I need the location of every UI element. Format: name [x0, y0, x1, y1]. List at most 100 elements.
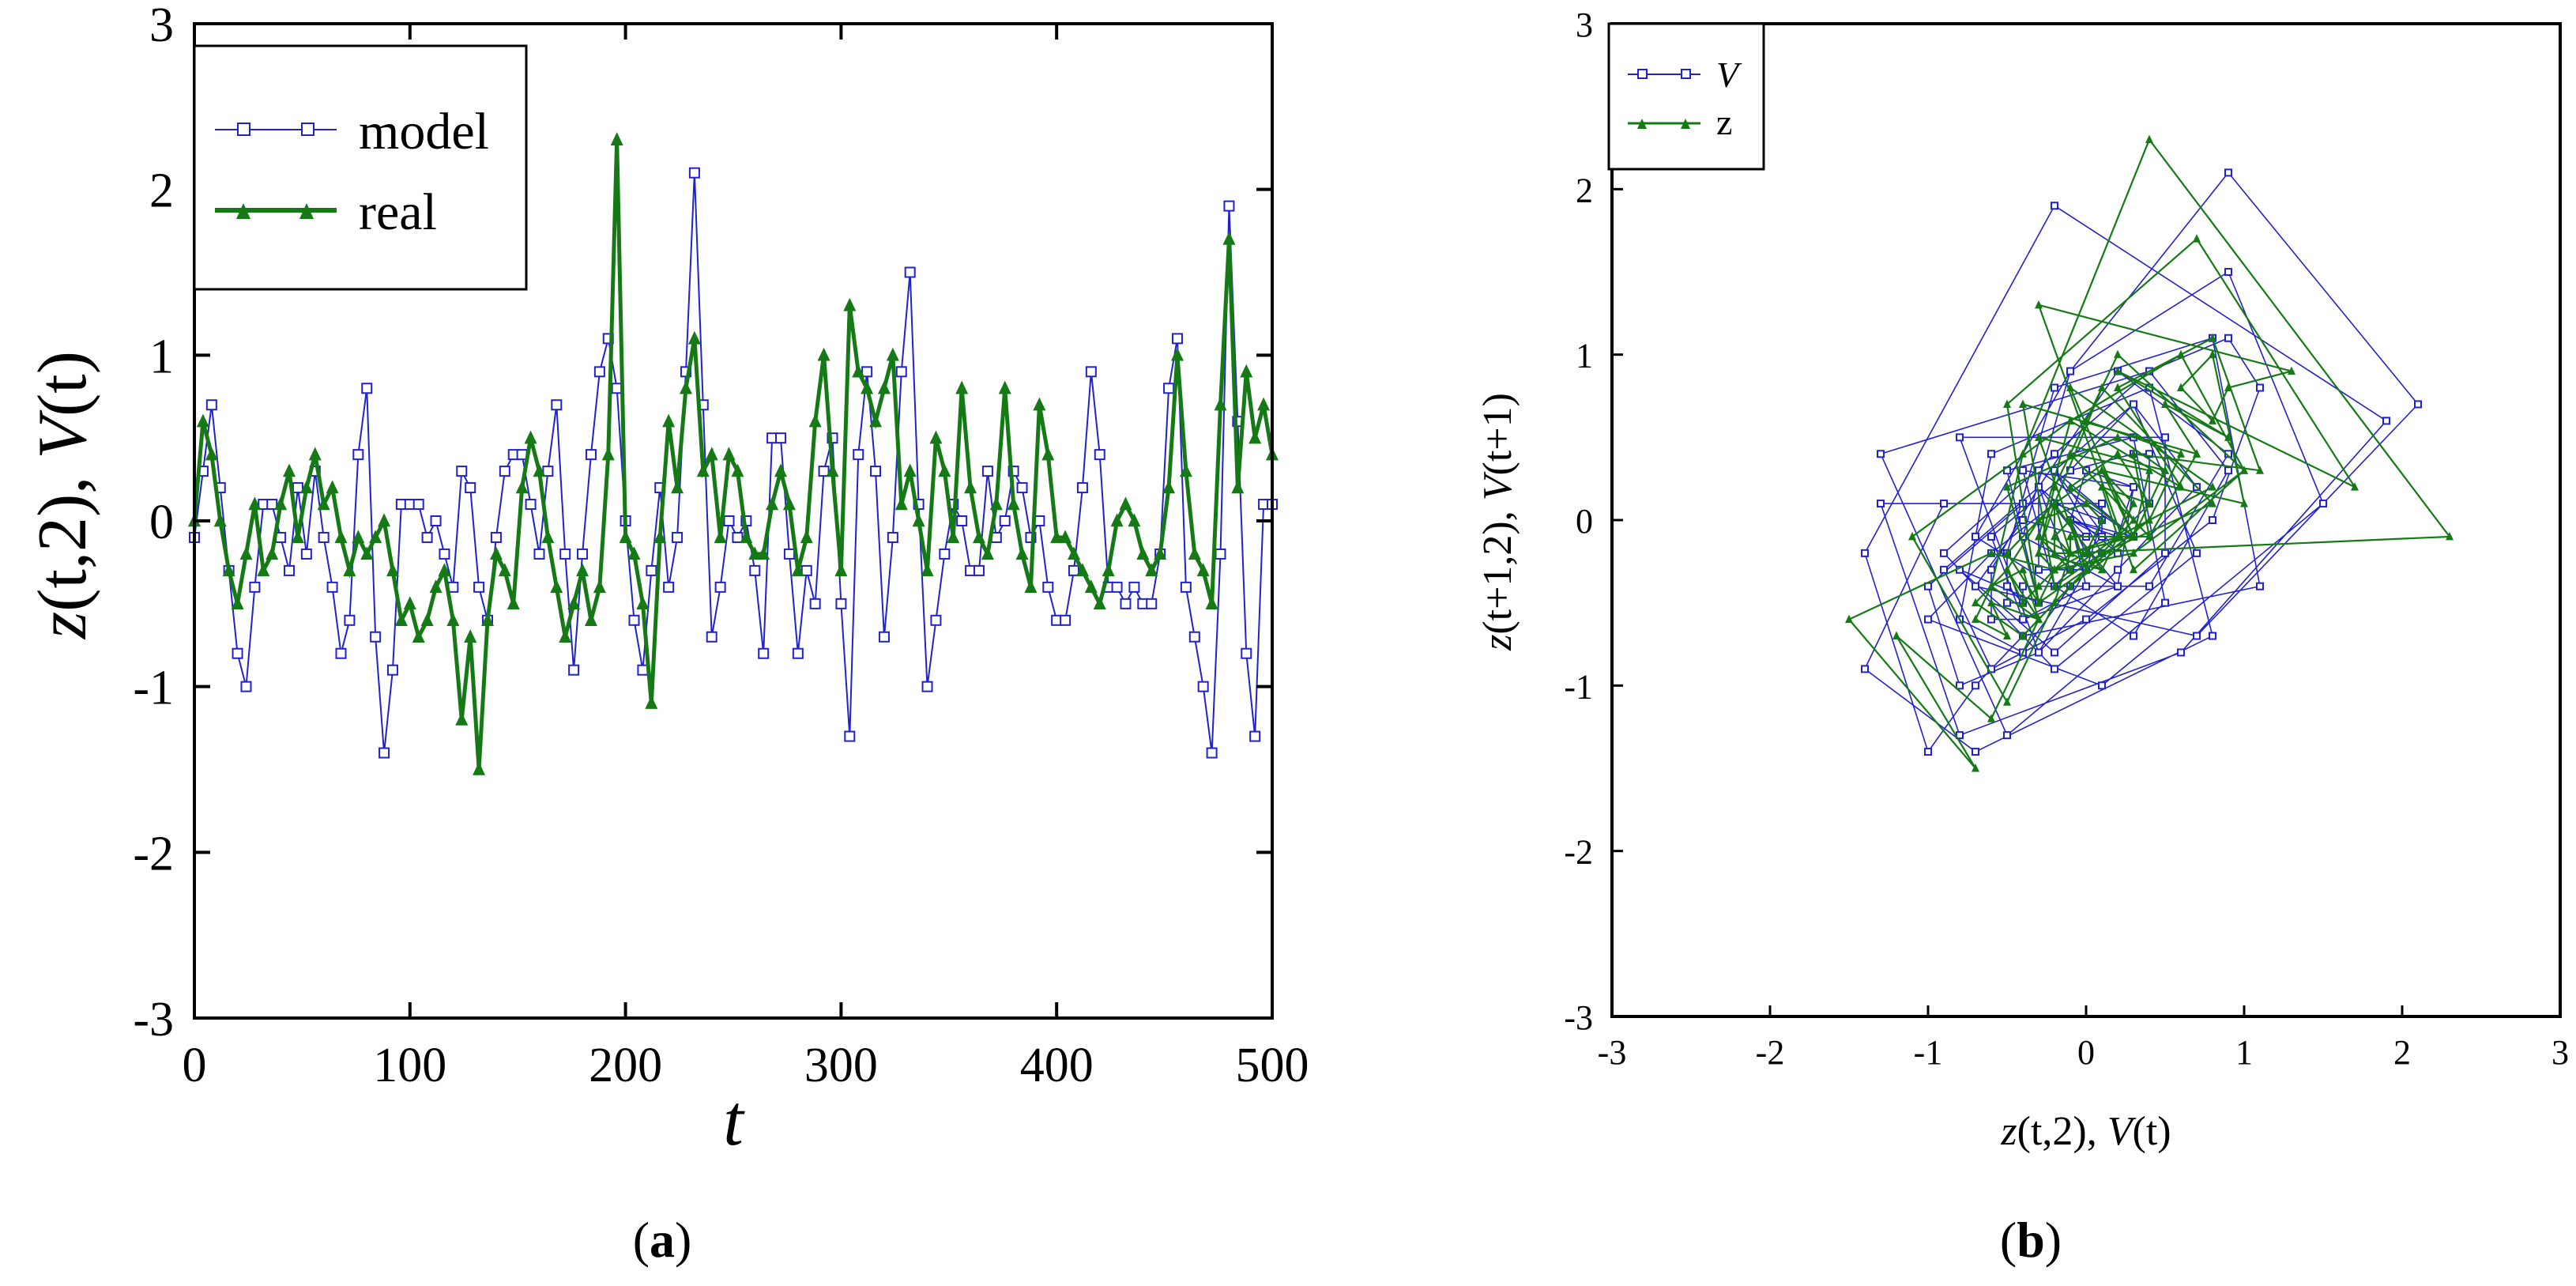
z-trajectory-point: [2098, 515, 2106, 524]
model-point: [672, 531, 684, 543]
model-point: [758, 647, 770, 659]
real-point: [671, 480, 684, 494]
z-trajectory-point: [2082, 548, 2090, 557]
model-point: [344, 614, 356, 626]
model-point: [412, 499, 424, 511]
z-trajectory-point: [2098, 383, 2106, 392]
model-point: [809, 598, 821, 609]
real-point: [1231, 480, 1245, 494]
real-point: [507, 596, 520, 610]
model-point: [249, 581, 261, 593]
z-trajectory-point: [2145, 531, 2153, 541]
y-axis-label-a: z(t,2), V(t): [24, 351, 101, 639]
V-trajectory-point: [2098, 500, 2106, 508]
caption-b: (b): [2000, 1212, 2062, 1268]
V-trajectory-point: [1940, 565, 1948, 574]
real-point: [334, 530, 348, 544]
z-trajectory-point: [2035, 614, 2043, 624]
z-trajectory-point: [2066, 548, 2074, 557]
model-point: [861, 366, 873, 378]
legend-a: model real: [193, 44, 528, 291]
real-point: [473, 761, 486, 775]
z-trajectory-point: [1987, 598, 1995, 607]
z-trajectory-point: [2003, 697, 2011, 706]
model-point: [439, 548, 450, 560]
model-point: [688, 167, 700, 179]
V-trajectory-point: [1987, 565, 1995, 574]
z-trajectory-point: [2209, 499, 2216, 507]
model-point: [1128, 581, 1140, 593]
model-point: [430, 515, 442, 526]
real-point: [524, 430, 537, 444]
z-trajectory-point: [2288, 366, 2295, 375]
model-point: [714, 581, 726, 593]
model-point: [378, 747, 390, 759]
real-point: [196, 413, 209, 428]
z-trajectory-point: [2066, 564, 2074, 574]
model-point: [533, 548, 545, 560]
real-point: [972, 530, 985, 544]
z-trajectory-point: [2098, 466, 2106, 474]
model-point: [878, 631, 890, 643]
real-point: [394, 613, 408, 626]
model-point: [585, 449, 597, 461]
caption-a: (a): [633, 1212, 692, 1268]
real-point: [429, 579, 443, 594]
real-point: [955, 380, 969, 394]
z-trajectory-point: [2130, 515, 2137, 524]
model-point: [232, 647, 243, 659]
z-trajectory-point: [2209, 482, 2216, 491]
model-point: [930, 614, 942, 626]
V-trajectory-point: [2003, 582, 2011, 590]
real-point: [1068, 546, 1081, 560]
real-point: [1033, 397, 1046, 411]
model-point: [456, 466, 468, 477]
y-tick-label: -2: [133, 827, 174, 881]
z-trajectory-point: [2145, 515, 2153, 524]
z-trajectory-point: [1987, 714, 1995, 722]
real-point: [748, 546, 762, 560]
real-point: [231, 596, 244, 610]
model-point: [1111, 581, 1123, 593]
x-tick-label: 0: [2077, 1033, 2095, 1072]
V-trajectory-point: [1924, 615, 1932, 624]
z-trajectory-point: [1908, 531, 1916, 541]
V-trajectory-point: [2161, 549, 2169, 557]
real-point: [360, 546, 374, 560]
z-trajectory-point: [2082, 564, 2090, 574]
V-trajectory-point: [2051, 648, 2058, 657]
legend-a-model-label: model: [359, 103, 489, 160]
real-point: [877, 380, 891, 394]
real-point: [481, 613, 495, 626]
ticks-b: -3 -2 -1 0 1 2 3 -3 -2 -1 0 1 2 3: [1564, 6, 2569, 1072]
x-tick-label: -3: [1598, 1033, 1627, 1072]
z-trajectory-point: [2003, 548, 2011, 557]
model-point: [300, 548, 312, 560]
real-point: [627, 546, 641, 560]
model-point: [335, 647, 347, 659]
z-trajectory-point: [2256, 466, 2264, 474]
real-point: [550, 579, 563, 594]
real-point: [378, 513, 391, 527]
model-point: [361, 383, 373, 394]
y-tick-label: 0: [1576, 502, 1593, 541]
legend-b-box: [1607, 22, 1765, 171]
real-point: [326, 480, 339, 494]
x-axis-label-a: t: [723, 1080, 745, 1160]
z-trajectory-point: [2035, 598, 2043, 607]
real-point: [1075, 563, 1089, 577]
z-trajectory-point: [2130, 564, 2137, 574]
real-point: [1059, 530, 1072, 544]
V-trajectory-point: [1861, 665, 1869, 673]
z-trajectory-point: [2066, 581, 2074, 590]
real-point: [1102, 563, 1115, 577]
V-trajectory-path: [1863, 172, 2420, 753]
model-point: [723, 515, 735, 526]
V-trajectory-point: [1987, 450, 1995, 458]
model-point: [749, 564, 761, 576]
model-point: [956, 515, 968, 526]
z-trajectory-point: [2446, 531, 2454, 541]
model-point: [352, 449, 364, 461]
V-trajectory-point: [2035, 565, 2043, 574]
